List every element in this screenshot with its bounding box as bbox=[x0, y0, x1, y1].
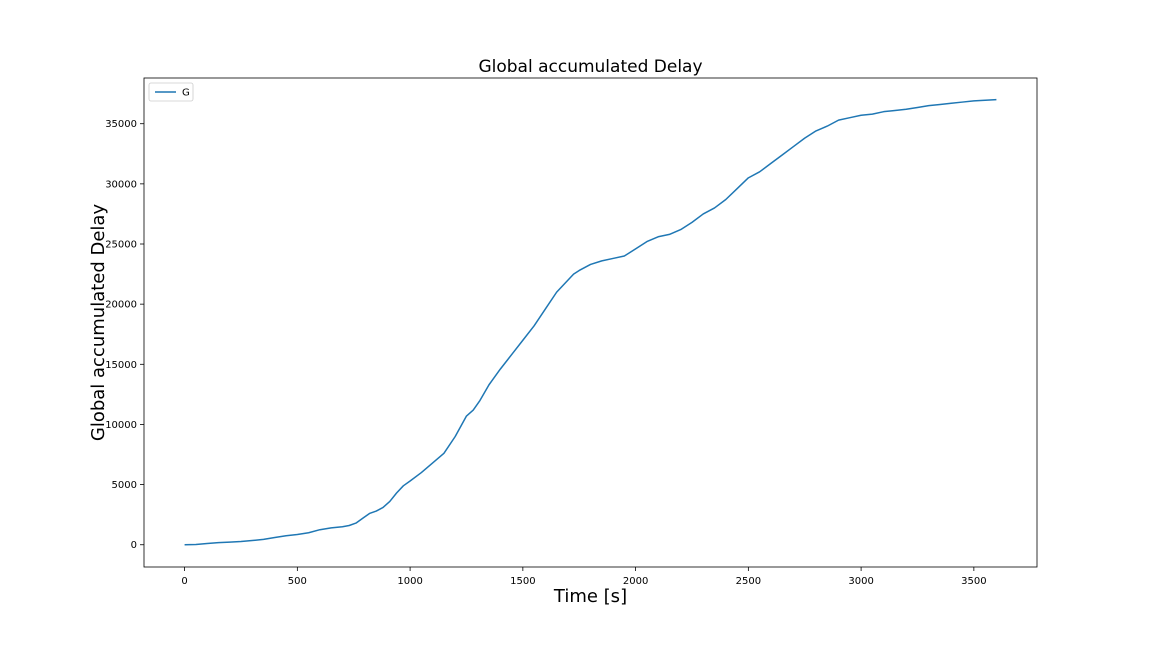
x-tick-label: 3000 bbox=[848, 576, 873, 587]
y-tick-label: 15000 bbox=[105, 360, 137, 371]
y-tick-label: 20000 bbox=[105, 300, 137, 311]
chart-title: Global accumulated Delay bbox=[478, 57, 702, 77]
y-tick-label: 10000 bbox=[105, 420, 137, 431]
legend: G bbox=[148, 82, 194, 102]
series-line-g bbox=[184, 98, 997, 546]
x-tick-label: 2000 bbox=[623, 576, 648, 587]
plot-frame bbox=[143, 77, 1038, 568]
axis-ticks: 0 500 1000 1500 2000 2500 3000 3500050001000015… bbox=[105, 119, 986, 587]
y-tick-label: 25000 bbox=[105, 240, 137, 251]
series-layer bbox=[184, 98, 997, 546]
x-tick-label: 3500 bbox=[961, 576, 986, 587]
y-tick-label: 0 bbox=[131, 540, 137, 551]
y-axis-title: Global accumulated Delay bbox=[88, 204, 109, 442]
x-tick-label: 500 bbox=[288, 576, 307, 587]
y-tick-label: 35000 bbox=[105, 119, 137, 130]
x-tick-label: 1000 bbox=[397, 576, 422, 587]
y-tick-label: 5000 bbox=[112, 480, 137, 491]
y-tick-label: 30000 bbox=[105, 179, 137, 190]
plot-area bbox=[143, 77, 1038, 568]
x-tick-label: 2500 bbox=[736, 576, 761, 587]
x-axis-title: Time [s] bbox=[553, 586, 627, 607]
x-tick-label: 1500 bbox=[510, 576, 535, 587]
legend-label-g: G bbox=[182, 88, 190, 99]
x-tick-label: 0 bbox=[181, 576, 187, 587]
